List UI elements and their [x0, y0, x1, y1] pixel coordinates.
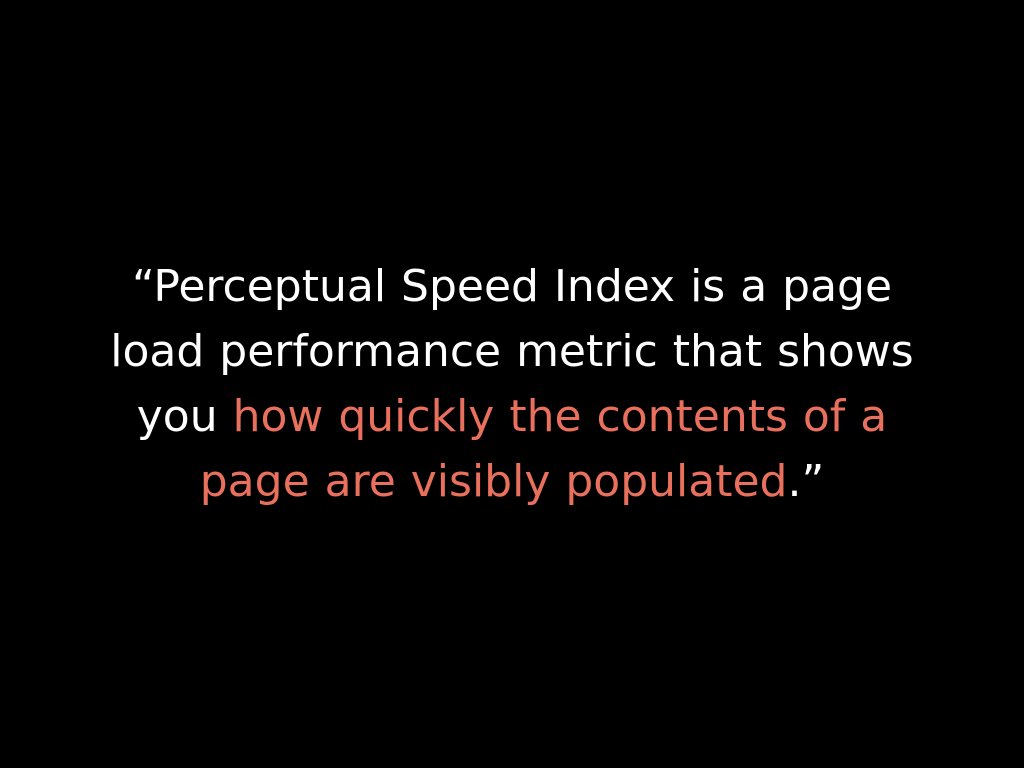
quote-closing: .” [787, 456, 825, 507]
quote-line-4: page are visibly populated.” [0, 449, 1024, 514]
quote-highlight-part-2: page are visibly populated [199, 456, 788, 507]
quote-line-3-plain: you [136, 391, 233, 442]
quote-line-3: you how quickly the contents of a [0, 384, 1024, 449]
quote-highlight-part-1: how quickly the contents of a [232, 391, 888, 442]
quote-text: “Perceptual Speed Index is a page load p… [0, 254, 1024, 514]
quote-line-1: “Perceptual Speed Index is a page [131, 261, 893, 312]
quote-line-2: load performance metric that shows [110, 326, 914, 377]
